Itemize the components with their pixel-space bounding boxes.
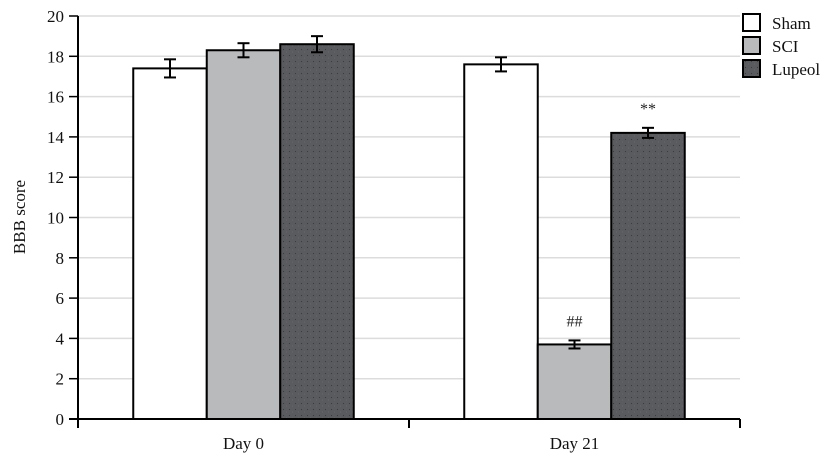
error-bar: [495, 56, 507, 73]
y-tick-label: 6: [56, 289, 65, 308]
bar-lupeol: [279, 43, 355, 421]
axes: 0 2 4 6 8 10 12 14 16 18 20 Day 0 Day 21: [47, 7, 741, 453]
bars: ## **: [132, 35, 686, 421]
error-bar: [311, 35, 323, 54]
legend-item-sci: SCI: [742, 36, 799, 56]
legend-label: SCI: [772, 37, 799, 56]
x-tick-label: Day 0: [223, 434, 264, 453]
y-tick-label: 8: [56, 249, 65, 268]
legend-label: Sham: [772, 14, 811, 33]
y-tick-label: 14: [47, 128, 65, 147]
y-tick-label: 20: [47, 7, 64, 26]
bar-sci: [536, 343, 613, 421]
error-bar: [237, 42, 250, 59]
x-tick-label: Day 21: [550, 434, 600, 453]
legend-swatch: [742, 13, 761, 32]
bar-sci: [205, 49, 282, 420]
significance-marker: ##: [567, 313, 583, 330]
bar-sham: [463, 63, 539, 421]
error-bar: [642, 126, 654, 139]
y-axis-title: BBB score: [10, 180, 29, 254]
error-bar: [164, 58, 176, 79]
y-tick-label: 16: [47, 88, 64, 107]
legend: Sham SCI Lupeol: [742, 13, 820, 79]
legend-item-sham: Sham: [742, 13, 811, 33]
legend-swatch: [742, 36, 761, 55]
bar-sham: [132, 67, 208, 420]
legend-label: Lupeol: [772, 60, 820, 79]
legend-swatch: [742, 59, 761, 78]
bar-lupeol: [610, 131, 686, 420]
y-tick-label: 0: [56, 410, 65, 429]
error-bar: [568, 339, 581, 350]
y-tick-label: 2: [56, 370, 65, 389]
y-tick-label: 4: [56, 329, 65, 348]
significance-marker: **: [640, 101, 656, 118]
legend-item-lupeol: Lupeol: [742, 59, 820, 79]
y-tick-label: 18: [47, 47, 64, 66]
y-tick-label: 12: [47, 168, 64, 187]
y-tick-label: 10: [47, 209, 64, 228]
